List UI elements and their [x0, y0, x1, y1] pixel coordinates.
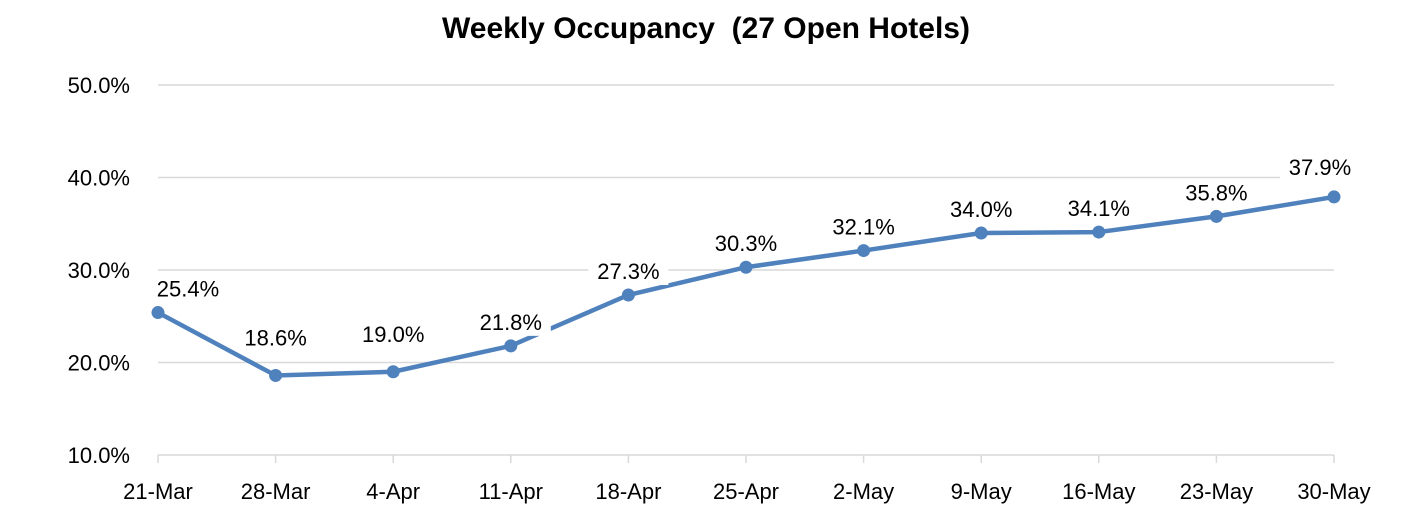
- data-label: 35.8%: [1185, 180, 1247, 205]
- x-tick-label: 25-Apr: [713, 479, 779, 504]
- data-label-bg: [235, 323, 316, 352]
- data-label: 18.6%: [244, 325, 306, 350]
- data-label: 32.1%: [832, 215, 894, 240]
- data-point: [1209, 209, 1223, 223]
- chart-title: Weekly Occupancy (27 Open Hotels): [442, 12, 970, 45]
- data-point: [974, 226, 988, 240]
- data-label: 37.9%: [1289, 155, 1351, 180]
- y-tick-label: 30.0%: [68, 258, 130, 283]
- x-tick-label: 11-Apr: [479, 479, 543, 504]
- x-tick-label: 4-Apr: [366, 479, 420, 504]
- data-point: [269, 368, 283, 382]
- data-point: [386, 365, 400, 379]
- x-tick-label: 2-May: [833, 479, 894, 504]
- data-label-bg: [1280, 152, 1360, 181]
- data-label-bg: [823, 212, 904, 241]
- data-label-bg: [148, 274, 228, 303]
- y-tick-label: 20.0%: [68, 351, 130, 376]
- data-label: 34.1%: [1068, 196, 1130, 221]
- series-line: [156, 194, 1335, 378]
- data-label: 30.3%: [715, 231, 777, 256]
- data-label-bg: [470, 307, 551, 336]
- data-label-bg: [941, 195, 1022, 223]
- data-point: [1327, 190, 1341, 204]
- data-point: [1092, 225, 1106, 239]
- x-tick-label: 28-Mar: [241, 479, 311, 504]
- y-tick-label: 40.0%: [68, 166, 130, 191]
- data-point: [504, 339, 518, 353]
- x-tick-label: 23-May: [1180, 479, 1253, 504]
- y-tick-label: 50.0%: [68, 73, 130, 98]
- data-label-bg: [1176, 178, 1257, 207]
- data-label: 34.0%: [950, 197, 1012, 222]
- x-tick-label: 18-Apr: [595, 479, 661, 504]
- series-occupancy: [151, 190, 1341, 382]
- data-label-bg: [353, 319, 434, 348]
- data-point: [621, 288, 635, 302]
- data-point: [857, 244, 871, 258]
- x-tick-label: 30-May: [1297, 479, 1370, 504]
- axes: 10.0% 20.0% 30.0% 40.0% 50.0% 21-Mar 28-Mar 4-A…: [68, 73, 1371, 504]
- x-tick-label: 16-May: [1062, 479, 1135, 504]
- y-tick-label: 10.0%: [68, 443, 130, 468]
- x-tick-label: 21-Mar: [123, 479, 193, 504]
- data-point: [739, 260, 753, 274]
- data-label: 27.3%: [597, 259, 659, 284]
- x-tick-label: 9-May: [951, 479, 1012, 504]
- data-label: 21.8%: [480, 310, 542, 335]
- data-label: 25.4%: [157, 277, 219, 302]
- data-label-bg: [706, 229, 786, 258]
- data-label: 19.0%: [362, 322, 424, 347]
- data-point: [151, 306, 165, 320]
- data-labels: 25.4% 18.6% 19.0% 21.8% 27.3% 30.3% 32.1% 34.0%…: [148, 152, 1360, 352]
- data-label-bg: [1058, 194, 1139, 223]
- data-label-bg: [588, 256, 669, 285]
